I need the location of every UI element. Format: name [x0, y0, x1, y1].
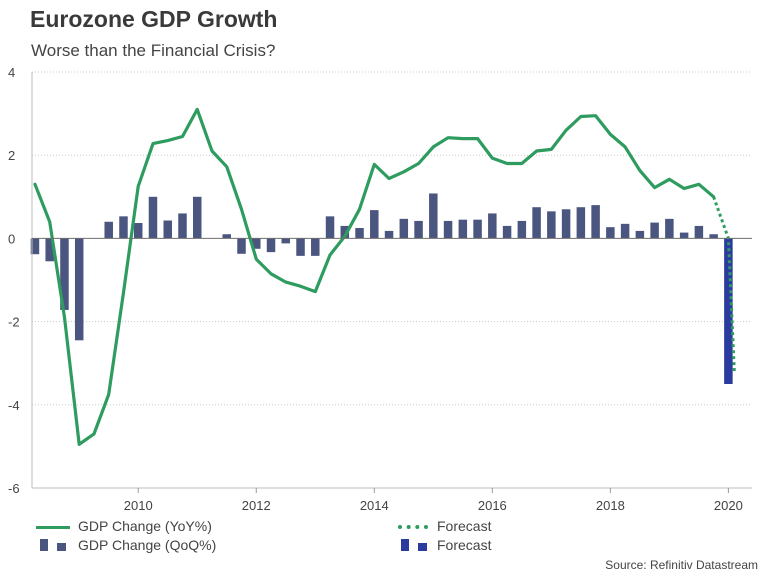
qoq-bars [30, 193, 733, 384]
qoq-bar [650, 222, 659, 239]
qoq-bar [74, 238, 84, 341]
chart-title: Eurozone GDP Growth [30, 6, 278, 32]
qoq-bar [104, 221, 113, 239]
qoq-bar [237, 238, 246, 254]
y-tick-label: 0 [8, 231, 15, 246]
x-tick-label: 2012 [242, 498, 271, 513]
y-tick-label: -4 [8, 398, 20, 413]
qoq-bar [547, 211, 556, 239]
legend-swatch-qoq-2 [57, 543, 66, 551]
yoy-line [33, 107, 716, 446]
x-tick-label: 2020 [714, 498, 743, 513]
qoq-bar [517, 220, 527, 239]
qoq-bar [311, 238, 320, 256]
qoq-bar [252, 238, 261, 249]
qoq-bar [340, 225, 350, 239]
qoq-bar [635, 230, 645, 239]
qoq-bar [502, 225, 512, 239]
qoq-forecast-bar [724, 238, 733, 384]
grid-layer [32, 71, 752, 489]
legend-label-qoq-forecast: Forecast [437, 537, 492, 553]
legend-label-yoy-forecast: Forecast [437, 518, 492, 534]
axes: 4 2 0 -2 -4 -6 2010 2012 2014 2016 2018 2020 [8, 65, 752, 513]
legend-swatch-qoq [40, 539, 48, 551]
x-tick-label: 2014 [360, 498, 389, 513]
legend-swatch-yoy-forecast [398, 525, 428, 529]
yoy-lines [33, 107, 736, 446]
legend-swatch-qoq-forecast [401, 539, 409, 551]
qoq-bar [561, 209, 571, 239]
qoq-bar [222, 234, 232, 239]
qoq-bar [178, 213, 187, 239]
qoq-bar [473, 219, 482, 239]
qoq-bar [488, 213, 497, 239]
qoq-bar [370, 210, 379, 239]
legend-label-yoy: GDP Change (YoY%) [78, 518, 212, 534]
qoq-bar [429, 193, 438, 239]
qoq-bar [133, 223, 143, 239]
y-tick-label: -6 [8, 481, 20, 496]
qoq-bar [192, 196, 202, 239]
qoq-bar [709, 234, 718, 239]
qoq-bar [399, 218, 409, 239]
source-note: Source: Refinitiv Datastream [605, 558, 758, 572]
gdp-chart: 4 2 0 -2 -4 -6 2010 2012 2014 2016 2018 2020 [8, 65, 752, 513]
qoq-bar [606, 227, 615, 239]
legend-label-qoq: GDP Change (QoQ%) [78, 537, 217, 553]
legend-swatch-qoq-forecast-2 [418, 543, 427, 551]
qoq-bar [414, 220, 423, 239]
qoq-bar [443, 220, 453, 239]
y-tick-label: 2 [8, 148, 15, 163]
qoq-bar [325, 216, 335, 239]
qoq-bar [355, 228, 364, 239]
x-tick-label: 2010 [124, 498, 153, 513]
qoq-bar [694, 225, 704, 239]
qoq-bar [384, 230, 394, 239]
y-tick-label: 4 [8, 65, 15, 80]
qoq-bar [576, 207, 586, 239]
qoq-bar [119, 216, 128, 239]
qoq-bar [148, 196, 158, 239]
x-tick-label: 2018 [596, 498, 625, 513]
legend-swatch-yoy [36, 526, 70, 529]
qoq-bar [591, 205, 600, 239]
qoq-bar [620, 223, 630, 239]
qoq-bar [665, 218, 674, 239]
qoq-bar [163, 220, 172, 239]
qoq-bar [458, 219, 468, 239]
y-tick-label: -2 [8, 315, 20, 330]
qoq-bar [281, 238, 291, 244]
qoq-bar [45, 238, 54, 262]
qoq-bar [296, 238, 305, 256]
qoq-bar [60, 238, 69, 310]
qoq-bar [30, 238, 40, 255]
qoq-bar [532, 207, 541, 239]
chart-subtitle: Worse than the Financial Crisis? [31, 41, 276, 60]
qoq-bar [266, 238, 276, 253]
qoq-bar [679, 232, 689, 239]
x-tick-label: 2016 [478, 498, 507, 513]
